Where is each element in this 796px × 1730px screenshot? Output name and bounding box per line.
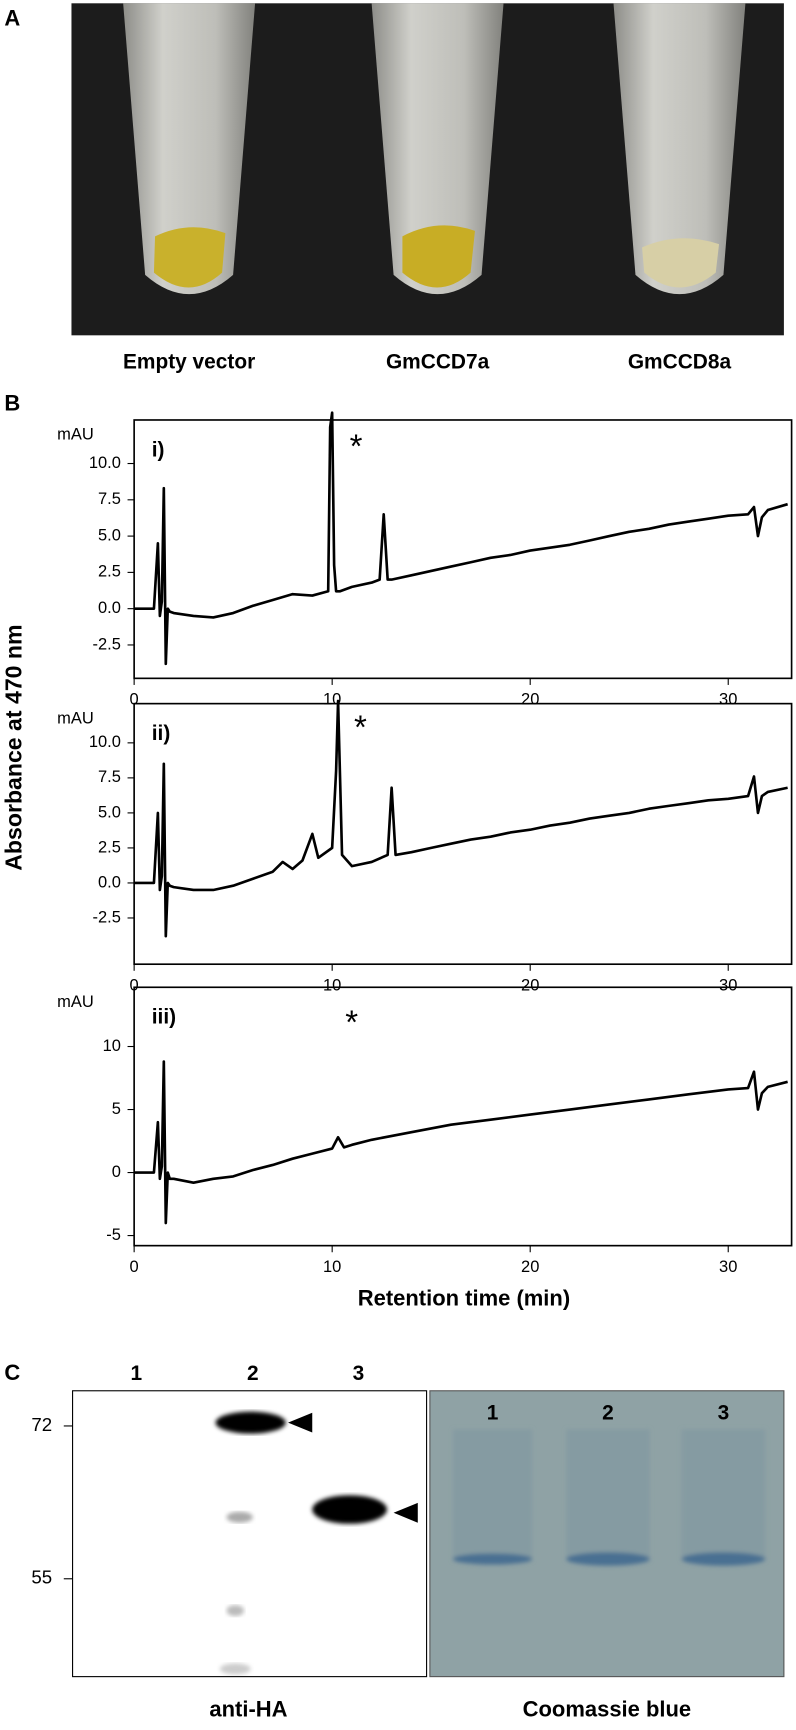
y-unit: mAU	[57, 426, 94, 444]
y-tick-label: -2.5	[93, 635, 121, 653]
y-tick-label: 7.5	[98, 490, 121, 508]
panel-label: C	[4, 1360, 20, 1385]
x-tick-label: 20	[521, 1258, 539, 1276]
lane-label: 1	[131, 1362, 143, 1385]
y-tick-label: -2.5	[93, 908, 121, 926]
lane-label: 1	[487, 1401, 499, 1424]
y-tick-label: 0.0	[98, 599, 121, 617]
blot-caption: Coomassie blue	[523, 1697, 691, 1722]
panel-label: A	[4, 6, 20, 31]
chart-label: i)	[152, 438, 165, 461]
lane-label: 3	[353, 1362, 365, 1385]
lane-label: 2	[247, 1362, 259, 1385]
western-blot	[72, 1390, 428, 1678]
plot-frame	[133, 986, 793, 1247]
tube	[613, 3, 746, 295]
x-tick-label: 30	[719, 977, 737, 995]
panel-label: B	[4, 390, 20, 415]
x-tick-label: 0	[130, 691, 139, 709]
x-tick-label: 10	[323, 1258, 341, 1276]
y-tick-label: 0	[112, 1163, 121, 1181]
y-tick-label: 5.0	[98, 526, 121, 544]
plot-frame	[133, 702, 793, 966]
y-axis-title: Absorbance at 470 nm	[0, 624, 26, 870]
peak-annotation: *	[345, 1003, 358, 1040]
y-tick-label: -5	[106, 1226, 121, 1244]
chart-label: iii)	[152, 1006, 176, 1029]
bands	[215, 1411, 418, 1675]
x-tick-label: 0	[130, 977, 139, 995]
lane-label: 2	[602, 1401, 614, 1424]
chromatograms: mAU i) * 10.0 7.5 5.0 2.5 0.0 -2.5 0 10 20 30 mAU ii) *…	[57, 411, 793, 1276]
y-tick-label: 10.0	[89, 454, 121, 472]
y-tick-label: 5	[112, 1100, 121, 1118]
sample-label: GmCCD7a	[386, 350, 490, 373]
chromatogram-trace	[134, 699, 788, 938]
tube	[371, 3, 504, 295]
plot-frame	[133, 419, 793, 680]
peak-annotation: *	[350, 427, 363, 464]
gel-bands	[452, 1429, 766, 1566]
x-tick-label: 10	[323, 977, 341, 995]
y-tick-label: 7.5	[98, 768, 121, 786]
chromatogram-trace	[134, 411, 789, 666]
marker-label: 72	[31, 1414, 52, 1435]
y-tick-label: 0.0	[98, 873, 121, 891]
marker-label: 55	[31, 1567, 52, 1588]
y-tick-label: 5.0	[98, 803, 121, 821]
tube	[123, 3, 256, 295]
y-unit: mAU	[57, 993, 94, 1011]
x-tick-label: 20	[521, 691, 539, 709]
y-unit: mAU	[57, 709, 94, 727]
blot-caption: anti-HA	[209, 1697, 287, 1722]
x-axis-title: Retention time (min)	[358, 1285, 570, 1310]
sample-label: Empty vector	[123, 350, 255, 373]
chromatogram-trace	[134, 1060, 788, 1225]
chart-label: ii)	[152, 722, 171, 745]
sample-label: GmCCD8a	[628, 350, 732, 373]
peak-annotation: *	[354, 709, 367, 746]
y-tick-label: 2.5	[98, 563, 121, 581]
x-tick-label: 30	[719, 691, 737, 709]
y-tick-label: 2.5	[98, 838, 121, 856]
y-tick-label: 10.0	[89, 733, 121, 751]
y-tick-label: 10	[103, 1037, 121, 1055]
x-tick-label: 0	[130, 1258, 139, 1276]
lane-label: 3	[718, 1401, 730, 1424]
x-tick-label: 20	[521, 977, 539, 995]
x-tick-label: 30	[719, 1258, 737, 1276]
